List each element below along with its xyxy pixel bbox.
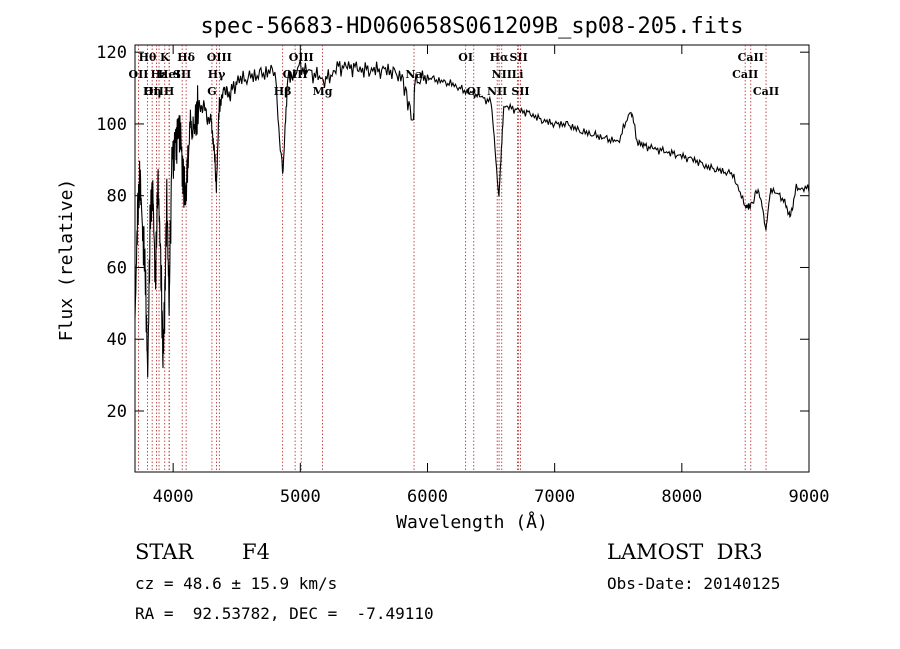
survey-label: LAMOST DR3 [607, 540, 763, 564]
observation-date: Obs-Date: 20140125 [607, 574, 781, 593]
line-marker-label-12: G [207, 85, 216, 98]
line-marker-label-8: Hδ [177, 51, 195, 64]
line-marker-label-20: Hα [490, 51, 509, 64]
object-class: STAR [135, 540, 194, 564]
x-tick-label-2: 6000 [407, 487, 448, 507]
line-marker-label-21: SII [510, 51, 528, 64]
y-axis-label: Flux (relative) [56, 179, 77, 342]
x-axis-label: Wavelength (Å) [396, 511, 548, 533]
line-marker-label-26: CaII [738, 51, 764, 64]
line-marker-label-24: NII [487, 85, 507, 98]
line-marker-label-27: CaII [732, 68, 758, 81]
line-marker-label-13: OIII [289, 51, 314, 64]
y-tick-label-2: 60 [107, 258, 127, 278]
line-marker-label-11: Hγ [208, 68, 226, 81]
line-marker-label-7: H [164, 85, 174, 98]
line-marker-label-23: Li [512, 68, 524, 81]
y-tick-label-4: 100 [96, 115, 127, 135]
plot-frame [134, 44, 810, 473]
line-marker-label-0: Hθ [139, 51, 157, 64]
line-marker-label-2: OIII [144, 85, 169, 98]
y-tick-label-3: 80 [107, 187, 127, 207]
line-marker-label-3: Hε [150, 68, 167, 81]
line-marker-label-22: NII [492, 68, 512, 81]
x-tick-label-3: 7000 [534, 487, 575, 507]
y-tick-label-0: 20 [107, 402, 127, 422]
line-marker-label-25: SII [511, 85, 529, 98]
chart-title: spec-56683-HD060658S061209B_sp08-205.fit… [200, 14, 743, 39]
x-tick-label-1: 5000 [280, 487, 321, 507]
coordinates: RA = 92.53782, DEC = -7.49110 [135, 604, 434, 623]
spectrum-line [134, 59, 810, 378]
x-tick-label-0: 4000 [153, 487, 194, 507]
x-tick-label-5: 9000 [789, 487, 830, 507]
y-tick-label-5: 120 [96, 43, 127, 63]
line-marker-label-16: Mg [313, 85, 333, 98]
line-marker-label-28: CaII [753, 85, 779, 98]
x-tick-label-4: 8000 [661, 487, 702, 507]
y-tick-label-1: 40 [107, 330, 127, 350]
spectral-subclass: F4 [242, 540, 270, 564]
line-marker-label-10: OIII [207, 51, 232, 64]
line-marker-label-4: K [160, 51, 170, 64]
line-marker-label-18: OI [458, 51, 473, 64]
line-marker-label-17: Na [405, 68, 422, 81]
line-marker-label-1: OII [128, 68, 148, 81]
line-marker-label-6: Hη [143, 85, 161, 98]
line-marker-label-9: SII [173, 68, 191, 81]
redshift-velocity: cz = 48.6 ± 15.9 km/s [135, 574, 338, 593]
